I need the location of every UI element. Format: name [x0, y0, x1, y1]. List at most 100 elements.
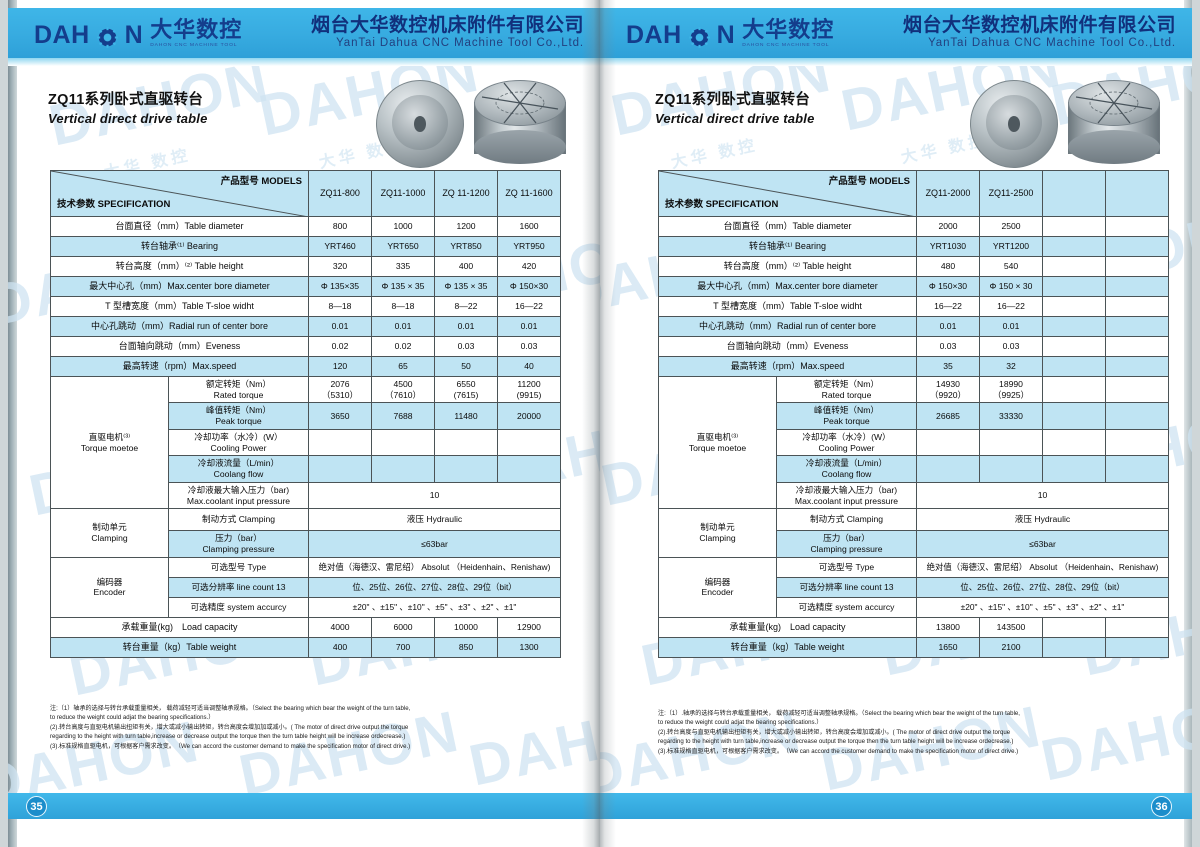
right-product-photos — [970, 80, 1160, 168]
row-value — [434, 455, 498, 483]
left-section-title: ZQ11系列卧式直驱转台 Vertical direct drive table — [48, 88, 208, 126]
row-label: 额定转矩（Nm） Rated torque — [168, 375, 309, 404]
row-value: 6550 (7615) — [434, 375, 498, 404]
table-row: 承载重量(kg) Load capacity 4000 6000 10000 12900 — [50, 616, 561, 638]
row-value: 335 — [371, 256, 435, 277]
model-header-cell: ZQ 11-1200 — [434, 170, 498, 217]
logo-chinese-block: 大华数控 DAHON CNC MACHINE TOOL — [742, 18, 834, 47]
row-label: 冷却液流量（L/min） Coolang flow — [168, 455, 309, 483]
row-value: 4000 — [308, 616, 372, 638]
footnote-line: (3).标准规格直驱电机，可根据客户需求改变。 （We can accord t… — [50, 742, 411, 750]
left-footnotes: 注:（1）轴承的选择与转台承载重量相关， 载荷减轻可适当调整轴承规格。（Sele… — [50, 704, 570, 751]
row-value: 4500 （7610） — [371, 375, 435, 404]
model-header-cell: ZQ 11-1600 — [497, 170, 561, 217]
row-label: 承载重量(kg) Load capacity — [658, 616, 917, 638]
row-value: YRT650 — [371, 236, 435, 257]
row-value: 35 — [916, 356, 980, 377]
footnote-line: 注:（1）.轴承的选择与转台承载重量相关， 载荷减轻可适当调整轴承规格。（Sel… — [658, 710, 1021, 717]
row-value: 0.01 — [916, 316, 980, 337]
row-value: Φ 150 × 30 — [979, 276, 1043, 297]
table-row: 转台轴承⁽¹⁾ Bearing YRT460 YRT650 YRT850 YRT950 — [50, 236, 561, 257]
row-value: 2100 — [979, 636, 1043, 658]
row-value: 16—22 — [916, 296, 980, 317]
row-value: YRT1030 — [916, 236, 980, 257]
row-label: T 型槽宽度（mm）Table T-sloe widht — [658, 296, 917, 317]
row-value — [1105, 402, 1169, 430]
logo-chinese: 大华数控 — [150, 17, 243, 43]
table-row: 转台高度（mm）⁽²⁾ Table height 480 540 — [658, 256, 1169, 277]
row-label: 转台重量（kg）Table weight — [658, 636, 917, 658]
footnote-line: to reduce the weight could adjat the bea… — [658, 719, 823, 727]
row-value: 8—22 — [434, 296, 498, 317]
row-label: 最大中心孔（mm）Max.center bore diameter — [658, 276, 917, 297]
row-value: 16—22 — [497, 296, 561, 317]
row-label: 台面轴向跳动（mm）Eveness — [658, 336, 917, 357]
row-value: 位、25位、26位、27位、28位、29位（bit） — [308, 576, 561, 598]
logo-latin-part2: N — [124, 20, 144, 49]
row-label: 额定转矩（Nm） Rated torque — [776, 375, 917, 404]
right-page-edge — [1184, 0, 1192, 847]
table-row: 直驱电机⁽³⁾ Torque moetoe 额定转矩（Nm） Rated torque… — [50, 375, 561, 510]
model-header-cell: ZQ11-2500 — [979, 170, 1043, 217]
table-row: 冷却功率（水冷）(W） Cooling Power — [659, 428, 1169, 457]
row-value: 14930 （9920） — [916, 375, 980, 404]
right-page: DAHON 大华 数控 DAHON 大华 数控 DAHON DAHON DAHO… — [600, 0, 1192, 847]
row-value: 0.01 — [497, 316, 561, 337]
row-label: 冷却功率（水冷）(W） Cooling Power — [168, 428, 309, 457]
row-value: 700 — [371, 636, 435, 658]
row-label: 冷却液最大输入压力（bar) Max.coolant input pressure — [168, 481, 309, 510]
row-value: 143500 — [979, 616, 1043, 638]
row-value — [1042, 276, 1106, 297]
rotary-table-top-photo — [970, 80, 1058, 168]
row-value: 32 — [979, 356, 1043, 377]
left-product-photos — [376, 80, 566, 168]
row-value — [497, 455, 561, 483]
motor-group-label: 直驱电机⁽³⁾ Torque moetoe — [50, 375, 169, 510]
row-value: ±20" 、±15" 、±10" 、±5" 、±3" 、±2" 、±1" — [308, 596, 561, 618]
left-spec-table: 产品型号 MODELS 技术参数 SPECIFICATION ZQ11-800 ZQ1… — [50, 170, 561, 658]
company-name-block: 烟台大华数控机床附件有限公司 YanTai Dahua CNC Machine … — [903, 15, 1176, 51]
row-value — [1042, 616, 1106, 638]
row-value: 绝对值（海德汉、雷尼绍） Absolut （Heidenhain、Renisha… — [916, 556, 1169, 578]
table-row: 冷却功率（水冷）(W） Cooling Power — [51, 428, 561, 457]
left-page: DAHON 大华 数控 DAHON 大华 数控 DAHON DAHON DAHO… — [8, 0, 600, 847]
row-value: Φ 135 × 35 — [371, 276, 435, 297]
row-value: 40 — [497, 356, 561, 377]
footnote-line: (2).转台高度与直驱电机输出扭矩有关，增大或减小输出转矩，转台高度会增加或减小… — [658, 728, 1011, 736]
row-value — [1042, 216, 1106, 237]
row-value: 20000 — [497, 402, 561, 430]
row-value: ≤63bar — [916, 530, 1169, 558]
table-row: T 型槽宽度（mm）Table T-sloe widht 8—18 8—18 8—22… — [50, 296, 561, 317]
row-label: 制动方式 Clamping — [168, 508, 309, 532]
row-value — [1042, 455, 1106, 483]
table-row: 冷却液最大输入压力（bar) Max.coolant input pressure… — [51, 481, 561, 510]
company-name-block: 烟台大华数控机床附件有限公司 YanTai Dahua CNC Machine … — [311, 15, 584, 51]
footnote-line: to reduce the weight could adjat the bea… — [50, 714, 215, 722]
row-value — [497, 428, 561, 457]
row-value: 1650 — [916, 636, 980, 658]
right-footnotes: 注:（1）.轴承的选择与转台承载重量相关， 载荷减轻可适当调整轴承规格。（Sel… — [658, 709, 1178, 756]
table-header-row: 产品型号 MODELS 技术参数 SPECIFICATION ZQ11-800 ZQ1… — [50, 170, 561, 217]
row-value: 7688 — [371, 402, 435, 430]
row-value: 1600 — [497, 216, 561, 237]
title-cn: ZQ11系列卧式直驱转台 — [655, 92, 811, 108]
row-value: 10 — [916, 481, 1169, 510]
table-row: 最大中心孔（mm）Max.center bore diameter Φ 150×3… — [658, 276, 1169, 297]
row-value: 540 — [979, 256, 1043, 277]
row-value — [308, 428, 372, 457]
table-row: 可选分辨率 line count 13 位、25位、26位、27位、28位、29位… — [51, 576, 561, 598]
row-value — [1042, 296, 1106, 317]
row-label: 最大中心孔（mm）Max.center bore diameter — [50, 276, 309, 297]
table-row: 转台重量（kg）Table weight 400 700 850 1300 — [50, 636, 561, 658]
footnote-line: 注:（1）轴承的选择与转台承载重量相关， 载荷减轻可适当调整轴承规格。（Sele… — [50, 705, 411, 712]
table-corner-cell: 产品型号 MODELS 技术参数 SPECIFICATION — [658, 170, 917, 217]
row-value — [1105, 256, 1169, 277]
row-label: 峰值转矩（Nm） Peak torque — [168, 402, 309, 430]
row-value — [371, 455, 435, 483]
table-row: 冷却液最大输入压力（bar) Max.coolant input pressure… — [659, 481, 1169, 510]
row-value — [1042, 402, 1106, 430]
table-row: T 型槽宽度（mm）Table T-sloe widht 16—22 16—22 — [658, 296, 1169, 317]
row-value: YRT950 — [497, 236, 561, 257]
rotary-table-side-photo — [1068, 80, 1160, 168]
